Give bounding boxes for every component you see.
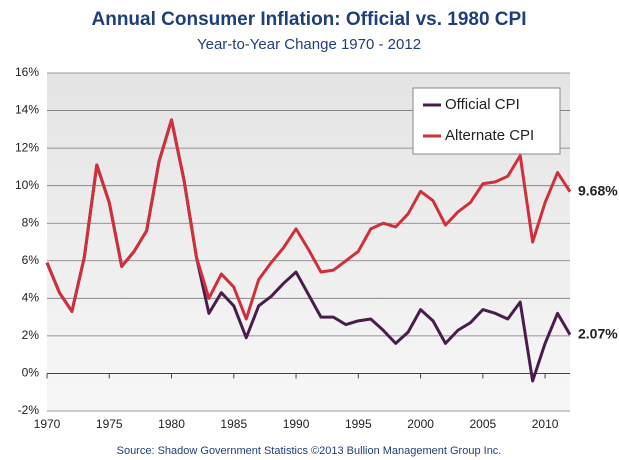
y-tick-label: 16%: [15, 65, 39, 79]
value-label: 2.07%: [578, 325, 618, 341]
y-tick-label: -2%: [18, 403, 40, 417]
y-tick-label: 12%: [15, 140, 39, 154]
chart-subtitle: Year-to-Year Change 1970 - 2012: [197, 36, 421, 53]
y-tick-label: 8%: [22, 215, 40, 229]
y-tick-label: 0%: [22, 366, 40, 380]
legend-label: Alternate CPI: [445, 127, 534, 144]
x-tick-label: 1985: [220, 417, 247, 431]
y-tick-label: 6%: [22, 253, 40, 267]
x-tick-label: 2005: [469, 417, 496, 431]
x-tick-label: 1975: [96, 417, 123, 431]
value-label: 9.68%: [578, 182, 618, 198]
chart-title: Annual Consumer Inflation: Official vs. …: [92, 9, 527, 30]
x-tick-label: 2000: [407, 417, 434, 431]
legend-label: Official CPI: [445, 96, 520, 113]
x-tick-label: 1970: [34, 417, 61, 431]
source: Source: Shadow Government Statistics ©20…: [117, 445, 502, 457]
y-tick-label: 10%: [15, 178, 39, 192]
y-tick-label: 14%: [15, 103, 39, 117]
series-line: [45, 118, 572, 321]
legend-box: [412, 87, 561, 155]
y-tick-label: 4%: [22, 291, 40, 305]
x-tick-label: 2010: [532, 417, 559, 431]
x-tick-label: 1980: [158, 417, 185, 431]
y-tick-label: 2%: [22, 328, 40, 342]
x-tick-label: 1995: [345, 417, 372, 431]
x-tick-label: 1990: [283, 417, 310, 431]
